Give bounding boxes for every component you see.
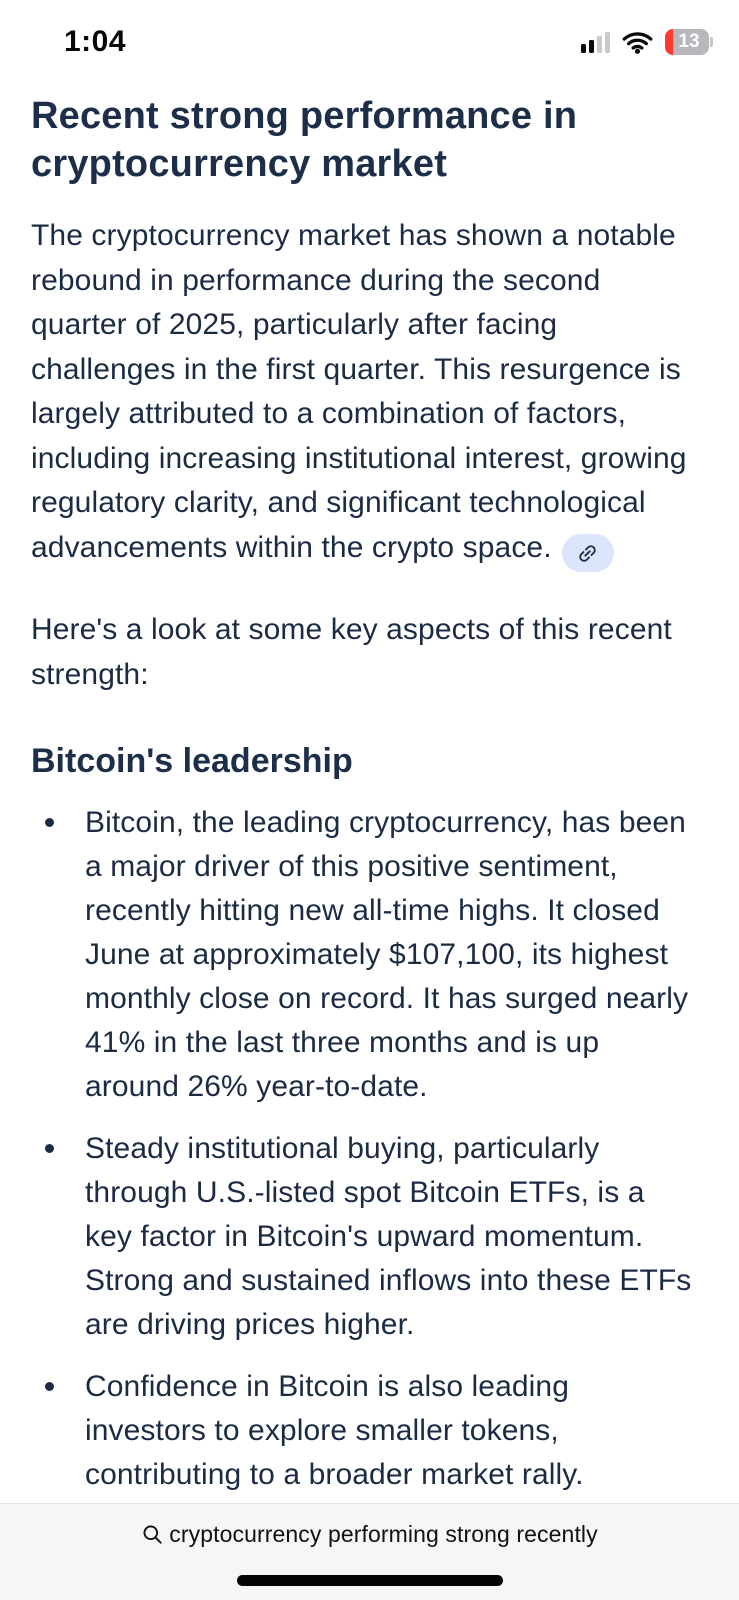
link-icon (576, 542, 599, 565)
search-icon (141, 1523, 164, 1546)
section-heading: Bitcoin's leadership (31, 742, 353, 780)
search-query-button[interactable]: cryptocurrency performing strong recentl… (0, 1504, 739, 1548)
intro-paragraph: The cryptocurrency market has shown a no… (31, 214, 693, 572)
list-item: Confidence in Bitcoin is also leading in… (31, 1365, 693, 1497)
page-title: Recent strong performance in cryptocurre… (31, 95, 578, 185)
bullet-list: Bitcoin, the leading cryptocurrency, has… (31, 801, 693, 1497)
lead-in-paragraph: Here's a look at some key aspects of thi… (31, 613, 672, 691)
search-query-text: cryptocurrency performing strong recentl… (169, 1521, 598, 1547)
battery-percent: 13 (678, 31, 700, 52)
bottom-query-bar: cryptocurrency performing strong recentl… (0, 1503, 739, 1600)
source-link-chip[interactable] (561, 534, 614, 572)
list-item: Steady institutional buying, particularl… (31, 1127, 693, 1347)
cellular-signal-icon (581, 31, 610, 53)
list-item: Bitcoin, the leading cryptocurrency, has… (31, 801, 693, 1109)
clock: 1:04 (64, 25, 127, 58)
intro-paragraph-text: The cryptocurrency market has shown a no… (31, 219, 687, 564)
status-icons: 13 (581, 29, 713, 55)
status-bar: 1:04 13 (0, 0, 739, 70)
battery-icon: 13 (665, 29, 713, 55)
wifi-icon (622, 31, 653, 54)
answer-content: Recent strong performance in cryptocurre… (0, 92, 739, 1497)
home-indicator[interactable] (236, 1575, 503, 1586)
